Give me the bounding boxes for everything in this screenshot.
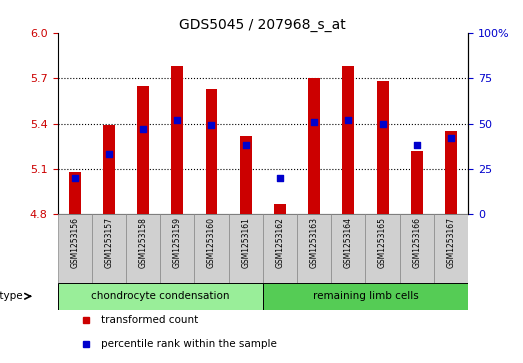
Text: GSM1253159: GSM1253159 — [173, 217, 182, 268]
Point — [276, 175, 284, 181]
Bar — [160, 215, 195, 283]
Bar — [434, 215, 468, 283]
Point — [378, 121, 386, 126]
Text: GSM1253160: GSM1253160 — [207, 217, 216, 268]
Point — [207, 122, 215, 128]
Bar — [274, 204, 286, 215]
Text: GSM1253166: GSM1253166 — [412, 217, 421, 268]
Bar — [331, 215, 366, 283]
Point — [173, 117, 181, 123]
Bar — [411, 151, 423, 215]
Text: cell type: cell type — [0, 291, 22, 301]
Bar — [263, 215, 297, 283]
Text: chondrocyte condensation: chondrocyte condensation — [91, 291, 230, 301]
Text: GSM1253167: GSM1253167 — [447, 217, 456, 268]
Text: GSM1253165: GSM1253165 — [378, 217, 387, 268]
Point — [413, 143, 421, 148]
Point — [242, 143, 250, 148]
Bar — [400, 215, 434, 283]
Bar — [126, 215, 160, 283]
Bar — [137, 86, 149, 215]
Point — [71, 175, 79, 181]
Bar — [58, 283, 263, 310]
Text: GSM1253163: GSM1253163 — [310, 217, 319, 268]
Text: GSM1253164: GSM1253164 — [344, 217, 353, 268]
Point — [344, 117, 353, 123]
Point — [139, 126, 147, 132]
Bar — [92, 215, 126, 283]
Text: GSM1253157: GSM1253157 — [105, 217, 113, 268]
Point — [105, 152, 113, 158]
Text: GSM1253162: GSM1253162 — [276, 217, 285, 268]
Bar — [297, 215, 331, 283]
Bar — [377, 81, 389, 215]
Bar — [69, 172, 81, 215]
Bar — [445, 131, 457, 215]
Text: GSM1253156: GSM1253156 — [70, 217, 79, 268]
Text: percentile rank within the sample: percentile rank within the sample — [100, 339, 277, 349]
Bar — [103, 125, 115, 215]
Point — [447, 135, 455, 141]
Title: GDS5045 / 207968_s_at: GDS5045 / 207968_s_at — [179, 18, 346, 32]
Bar — [58, 215, 92, 283]
Bar — [263, 283, 468, 310]
Text: transformed count: transformed count — [100, 315, 198, 326]
Point — [310, 119, 319, 125]
Bar — [308, 78, 320, 215]
Text: GSM1253158: GSM1253158 — [139, 217, 147, 268]
Bar — [195, 215, 229, 283]
Text: remaining limb cells: remaining limb cells — [313, 291, 418, 301]
Bar — [229, 215, 263, 283]
Bar — [366, 215, 400, 283]
Bar — [206, 89, 218, 215]
Bar — [240, 136, 252, 215]
Bar — [172, 66, 183, 215]
Bar — [343, 66, 354, 215]
Text: GSM1253161: GSM1253161 — [241, 217, 250, 268]
